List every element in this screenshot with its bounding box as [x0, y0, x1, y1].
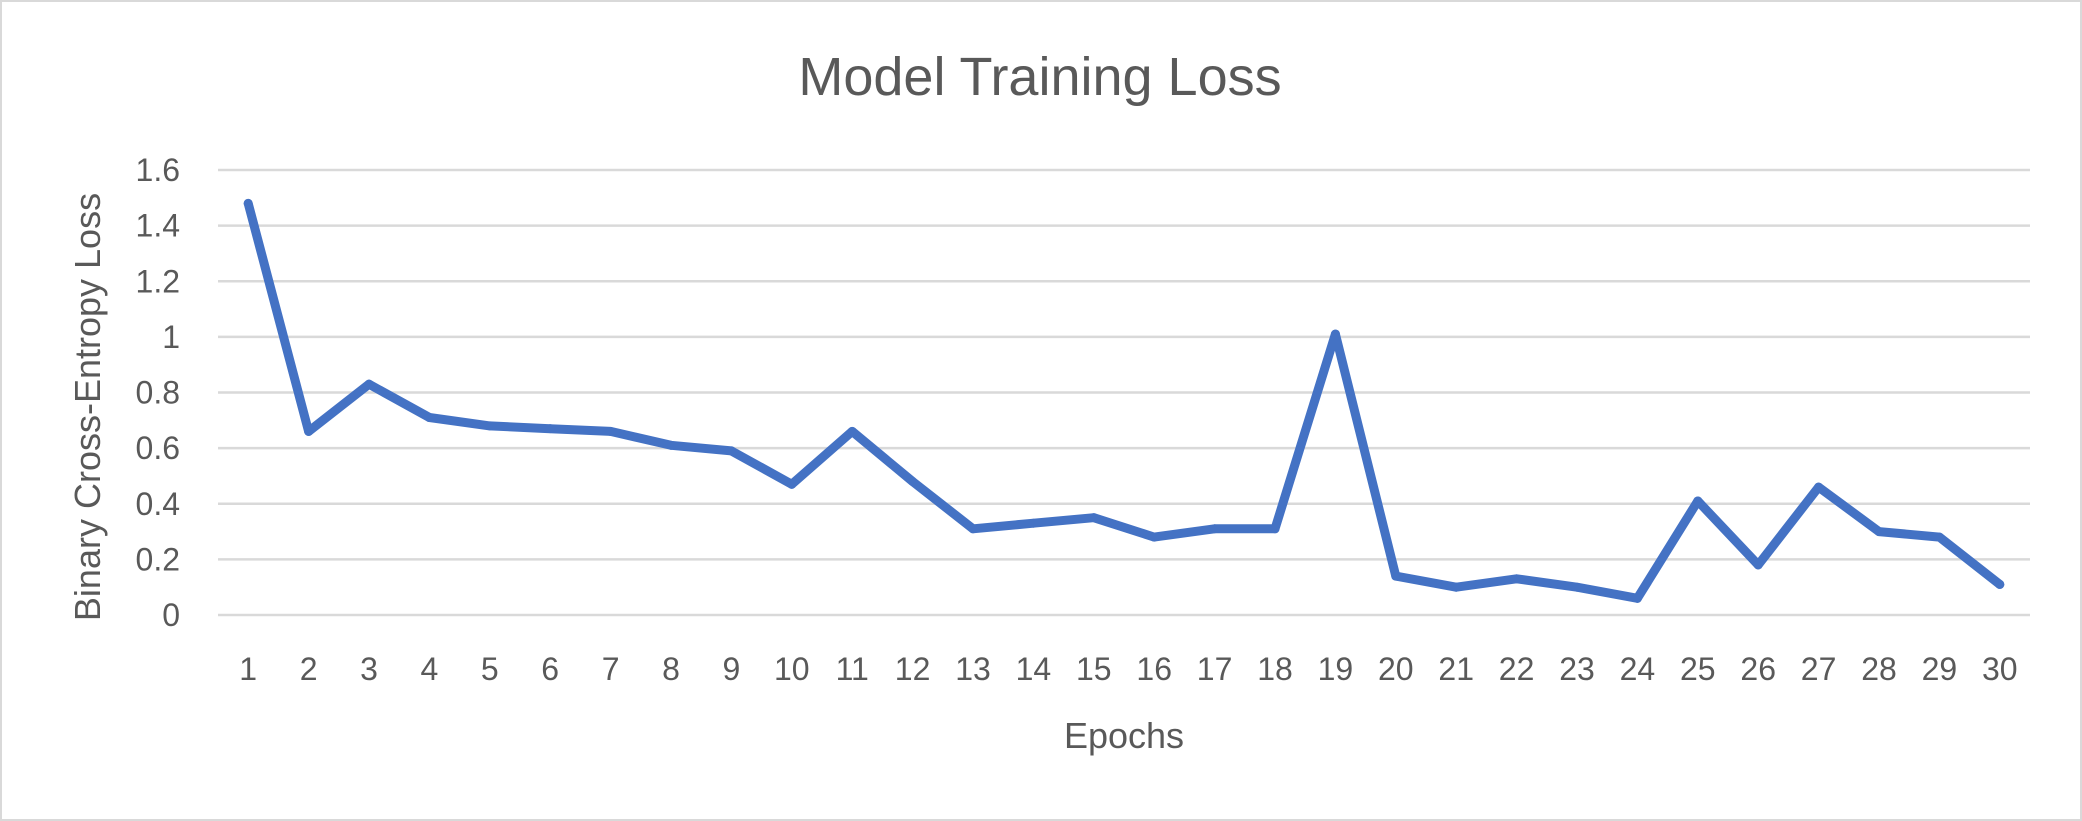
x-tick-label: 17 — [1197, 651, 1233, 687]
x-tick-label: 27 — [1801, 651, 1837, 687]
data-point — [1632, 593, 1642, 603]
series-line-0 — [243, 198, 2005, 603]
x-tick-label: 29 — [1922, 651, 1958, 687]
y-axis-ticks: 0 0.2 0.4 0.6 0.8 1 1.2 1.4 1.6 — [136, 152, 180, 633]
x-tick-label: 4 — [421, 651, 439, 687]
x-tick-label: 18 — [1257, 651, 1293, 687]
data-point — [666, 440, 676, 450]
x-tick-label: 21 — [1438, 651, 1474, 687]
data-point — [726, 446, 736, 456]
data-point — [1934, 532, 1944, 542]
x-tick-label: 6 — [541, 651, 559, 687]
x-tick-label: 25 — [1680, 651, 1716, 687]
y-tick-label: 1.4 — [136, 208, 180, 244]
data-point — [1572, 582, 1582, 592]
x-tick-label: 20 — [1378, 651, 1414, 687]
data-point — [364, 379, 374, 389]
y-tick-label: 0.4 — [136, 486, 180, 522]
data-point — [1451, 582, 1461, 592]
data-point — [424, 413, 434, 423]
y-tick-label: 0.6 — [136, 430, 180, 466]
data-point — [606, 426, 616, 436]
data-point — [1874, 527, 1884, 537]
x-tick-label: 11 — [836, 651, 869, 687]
data-point — [485, 421, 495, 431]
x-tick-label: 16 — [1136, 651, 1172, 687]
x-tick-label: 2 — [300, 651, 318, 687]
x-tick-label: 19 — [1318, 651, 1354, 687]
data-point — [1089, 513, 1099, 523]
y-tick-label: 0.8 — [136, 375, 180, 411]
chart-title: Model Training Loss — [798, 47, 1281, 107]
data-point — [968, 524, 978, 534]
x-tick-label: 23 — [1559, 651, 1595, 687]
grid-lines — [218, 168, 2030, 617]
x-tick-label: 28 — [1861, 651, 1897, 687]
x-tick-label: 1 — [239, 651, 257, 687]
x-tick-label: 15 — [1076, 651, 1112, 687]
data-point — [1693, 496, 1703, 506]
x-tick-label: 13 — [955, 651, 991, 687]
y-tick-label: 0.2 — [136, 541, 180, 577]
data-point — [243, 198, 253, 208]
x-tick-label: 14 — [1016, 651, 1052, 687]
data-point — [1330, 329, 1340, 339]
x-tick-label: 8 — [662, 651, 680, 687]
data-point — [1512, 574, 1522, 584]
data-point — [1270, 524, 1280, 534]
data-point — [1391, 571, 1401, 581]
x-tick-label: 9 — [723, 651, 741, 687]
x-tick-label: 24 — [1620, 651, 1656, 687]
y-tick-label: 1.2 — [136, 263, 180, 299]
data-point — [908, 477, 918, 486]
data-point — [1753, 560, 1763, 570]
data-point — [1210, 524, 1220, 534]
x-axis-label: Epochs — [1064, 715, 1184, 756]
x-tick-label: 7 — [602, 651, 620, 687]
x-tick-label: 5 — [481, 651, 499, 687]
y-tick-label: 1 — [162, 319, 180, 355]
data-point — [787, 479, 797, 489]
x-tick-label: 12 — [895, 651, 931, 687]
x-tick-label: 30 — [1982, 651, 2018, 687]
data-point — [1995, 579, 2005, 589]
x-tick-label: 22 — [1499, 651, 1535, 687]
series-group — [243, 198, 2005, 603]
data-point — [847, 426, 857, 436]
data-point — [1814, 482, 1824, 492]
data-point — [304, 426, 314, 436]
data-point — [1028, 518, 1038, 528]
y-axis-label: Binary Cross-Entropy Loss — [67, 193, 108, 621]
x-tick-label: 10 — [774, 651, 810, 687]
x-axis-ticks: 1 2 3 4 5 6 7 8 9 10 11 12 13 14 15 16 17 18 19 20 21 22 23 24 2… — [239, 651, 2017, 687]
data-point — [545, 424, 555, 434]
x-tick-label: 3 — [360, 651, 378, 687]
y-tick-label: 0 — [162, 597, 180, 633]
y-tick-label: 1.6 — [136, 152, 180, 188]
x-tick-label: 26 — [1740, 651, 1776, 687]
data-point — [1149, 532, 1159, 542]
